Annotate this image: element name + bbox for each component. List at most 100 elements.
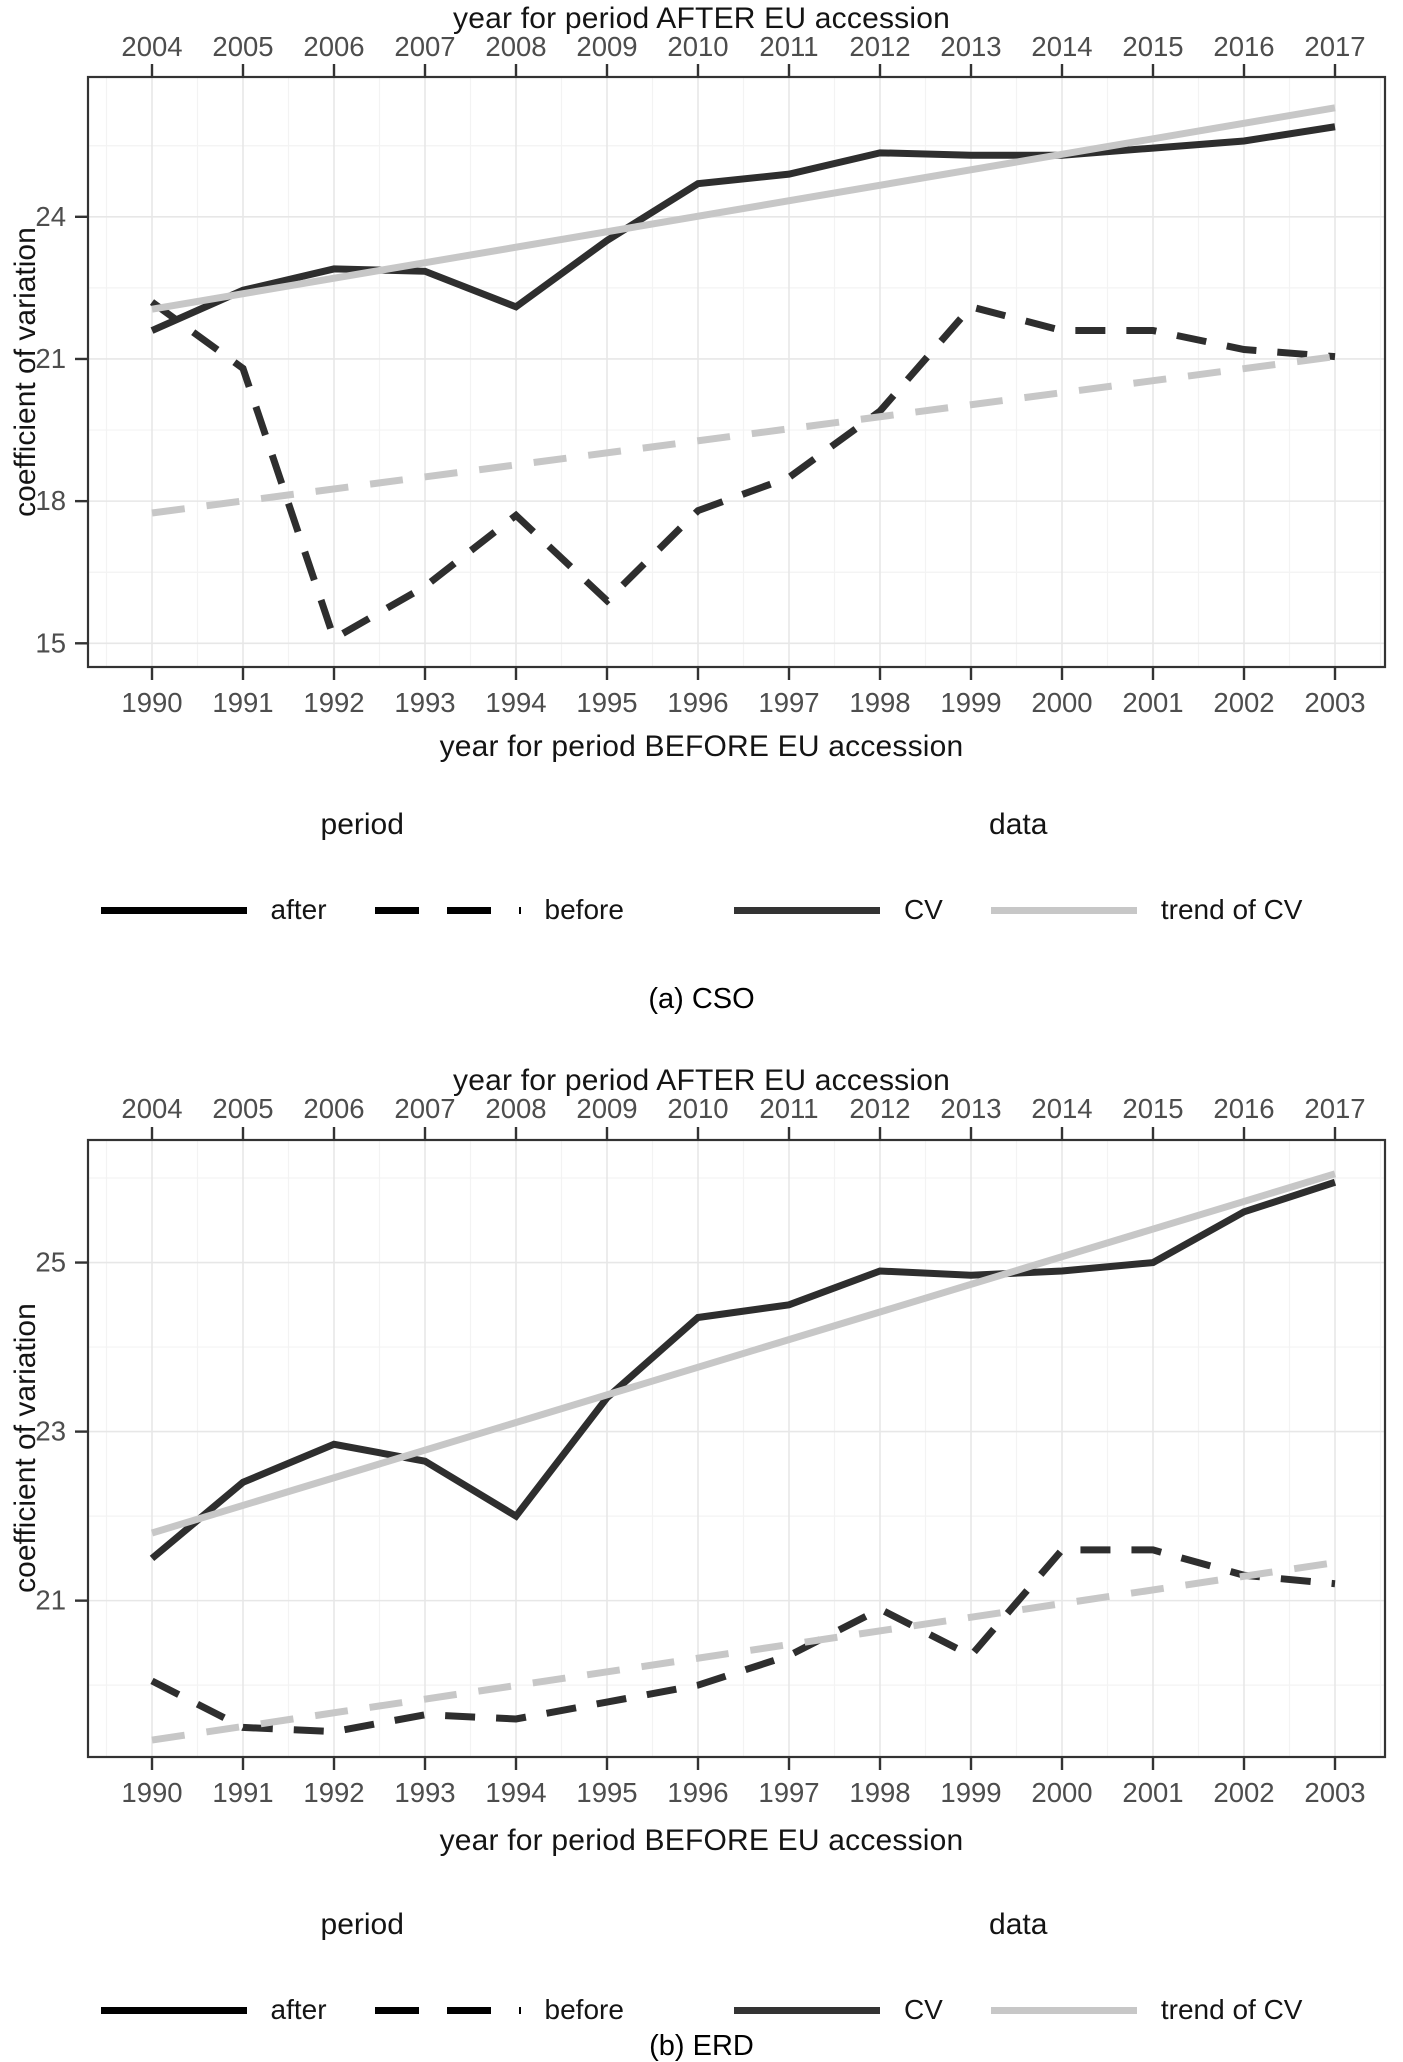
svg-text:2007: 2007 bbox=[394, 31, 455, 62]
legend-item-cv: CV bbox=[733, 894, 943, 926]
svg-text:18: 18 bbox=[35, 485, 66, 516]
svg-text:1990: 1990 bbox=[121, 687, 182, 718]
svg-text:1996: 1996 bbox=[667, 1777, 728, 1808]
svg-text:21: 21 bbox=[35, 343, 66, 374]
svg-text:1996: 1996 bbox=[667, 687, 728, 718]
svg-text:2011: 2011 bbox=[759, 31, 818, 62]
svg-text:2017: 2017 bbox=[1304, 31, 1365, 62]
svg-text:1993: 1993 bbox=[394, 1777, 455, 1808]
svg-text:1999: 1999 bbox=[940, 687, 1001, 718]
svg-text:1999: 1999 bbox=[940, 1777, 1001, 1808]
svg-text:2003: 2003 bbox=[1304, 1777, 1365, 1808]
legend-item-after: after bbox=[100, 894, 327, 926]
svg-text:2001: 2001 bbox=[1122, 687, 1183, 718]
svg-text:2006: 2006 bbox=[303, 1093, 364, 1124]
cv-line-swatch bbox=[733, 906, 880, 914]
svg-text:2005: 2005 bbox=[212, 31, 273, 62]
period-legend-a: period after before bbox=[100, 808, 624, 926]
svg-text:2008: 2008 bbox=[485, 1093, 546, 1124]
after-label: after bbox=[270, 894, 327, 925]
svg-text:2017: 2017 bbox=[1304, 1093, 1365, 1124]
caption-a: (a) CSO bbox=[648, 983, 755, 1015]
svg-text:1992: 1992 bbox=[303, 1777, 364, 1808]
svg-text:2011: 2011 bbox=[759, 1093, 818, 1124]
svg-text:2003: 2003 bbox=[1304, 687, 1365, 718]
svg-text:21: 21 bbox=[35, 1585, 66, 1616]
svg-text:2010: 2010 bbox=[667, 31, 728, 62]
svg-text:1998: 1998 bbox=[849, 687, 910, 718]
data-legend-a: data CV trend of CV bbox=[733, 808, 1303, 926]
legend-item-trend: trend of CV bbox=[990, 1994, 1303, 2026]
svg-text:2014: 2014 bbox=[1031, 31, 1092, 62]
legend-item-before: before bbox=[374, 1994, 624, 2026]
svg-text:2015: 2015 bbox=[1122, 1093, 1183, 1124]
period-legend-title: period bbox=[320, 808, 404, 841]
erd-chart: 2004 1990 2005 1991 2006 1992 2007 1993 2008 1994… bbox=[35, 1093, 1387, 1808]
period-legend-title: period bbox=[320, 1908, 404, 1941]
svg-text:2004: 2004 bbox=[121, 1093, 182, 1124]
caption-b: (b) ERD bbox=[649, 2030, 754, 2062]
before-line-swatch bbox=[374, 906, 521, 914]
cv-label: CV bbox=[903, 1994, 943, 2025]
svg-text:2012: 2012 bbox=[849, 1093, 910, 1124]
svg-text:2012: 2012 bbox=[849, 31, 910, 62]
trend-line-swatch bbox=[990, 906, 1137, 914]
cv-line-swatch bbox=[733, 2006, 880, 2014]
trend-label: trend of CV bbox=[1160, 1994, 1303, 2025]
svg-text:1993: 1993 bbox=[394, 687, 455, 718]
svg-text:1998: 1998 bbox=[849, 1777, 910, 1808]
top-axis-title-a: year for period AFTER EU accession bbox=[453, 2, 950, 35]
legend-item-after: after bbox=[100, 1994, 327, 2026]
svg-text:2013: 2013 bbox=[940, 1093, 1001, 1124]
svg-text:1995: 1995 bbox=[576, 1777, 637, 1808]
svg-text:1991: 1991 bbox=[212, 1777, 273, 1808]
y-axis-title-b: coefficient of variation bbox=[9, 1303, 42, 1593]
legend-b: period after before data CV bbox=[0, 1908, 1403, 2026]
after-line-swatch bbox=[100, 906, 247, 914]
y-axis-title-a: coefficient of variation bbox=[9, 227, 42, 517]
svg-text:2002: 2002 bbox=[1213, 1777, 1274, 1808]
svg-text:2005: 2005 bbox=[212, 1093, 273, 1124]
trend-label: trend of CV bbox=[1160, 894, 1303, 925]
bottom-axis-title-b: year for period BEFORE EU accession bbox=[439, 1824, 964, 1857]
svg-text:2002: 2002 bbox=[1213, 687, 1274, 718]
before-label: before bbox=[544, 894, 624, 925]
legend-item-before: before bbox=[374, 894, 624, 926]
svg-text:24: 24 bbox=[35, 201, 66, 232]
svg-text:1991: 1991 bbox=[212, 687, 273, 718]
legend-a: period after before data CV bbox=[0, 808, 1403, 926]
svg-text:25: 25 bbox=[35, 1247, 66, 1278]
top-axis-title-b: year for period AFTER EU accession bbox=[453, 1064, 950, 1097]
svg-text:1997: 1997 bbox=[758, 687, 819, 718]
trend-line-swatch bbox=[990, 2006, 1137, 2014]
bottom-axis-title-a: year for period BEFORE EU accession bbox=[439, 730, 964, 763]
svg-text:2010: 2010 bbox=[667, 1093, 728, 1124]
svg-text:2014: 2014 bbox=[1031, 1093, 1092, 1124]
svg-text:1994: 1994 bbox=[485, 1777, 546, 1808]
svg-text:2013: 2013 bbox=[940, 31, 1001, 62]
before-label: before bbox=[544, 1994, 624, 2025]
before-line-swatch bbox=[374, 2006, 521, 2014]
after-label: after bbox=[270, 1994, 327, 2025]
svg-text:2006: 2006 bbox=[303, 31, 364, 62]
svg-text:2009: 2009 bbox=[576, 31, 637, 62]
svg-text:15: 15 bbox=[35, 627, 66, 658]
svg-text:2016: 2016 bbox=[1213, 31, 1274, 62]
svg-text:1995: 1995 bbox=[576, 687, 637, 718]
svg-text:2016: 2016 bbox=[1213, 1093, 1274, 1124]
svg-text:1990: 1990 bbox=[121, 1777, 182, 1808]
data-legend-title: data bbox=[989, 1908, 1048, 1941]
svg-text:2007: 2007 bbox=[394, 1093, 455, 1124]
legend-item-trend: trend of CV bbox=[990, 894, 1303, 926]
data-legend-b: data CV trend of CV bbox=[733, 1908, 1303, 2026]
svg-text:1992: 1992 bbox=[303, 687, 364, 718]
data-legend-title: data bbox=[989, 808, 1048, 841]
svg-text:2004: 2004 bbox=[121, 31, 182, 62]
svg-text:2001: 2001 bbox=[1122, 1777, 1183, 1808]
svg-text:2008: 2008 bbox=[485, 31, 546, 62]
svg-text:2000: 2000 bbox=[1031, 687, 1092, 718]
after-line-swatch bbox=[100, 2006, 247, 2014]
svg-text:2009: 2009 bbox=[576, 1093, 637, 1124]
cso-chart: 2004 1990 2005 1991 2006 1992 2007 1993 2008 1994… bbox=[35, 31, 1387, 718]
